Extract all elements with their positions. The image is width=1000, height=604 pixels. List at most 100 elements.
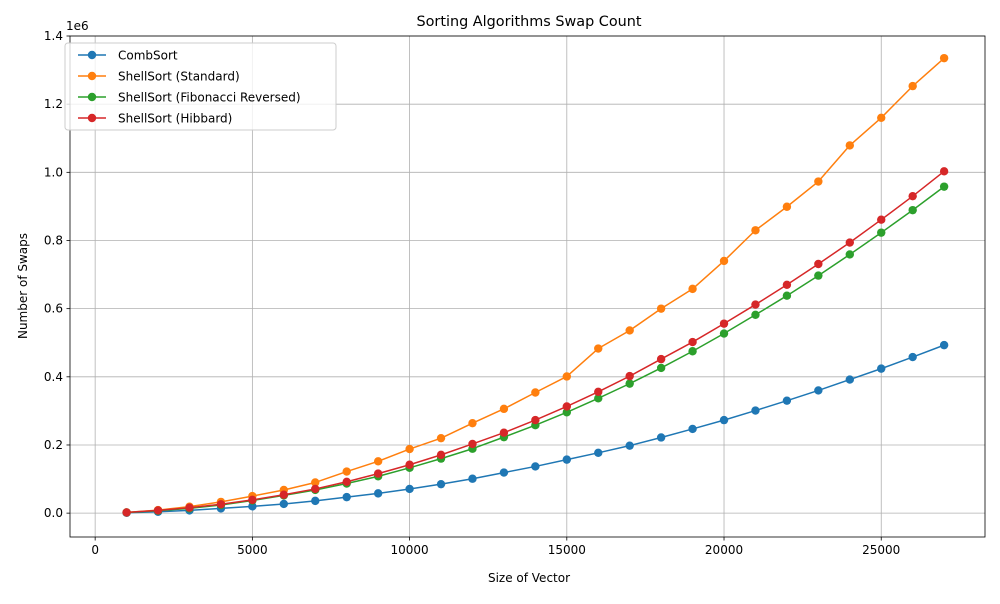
- data-point: [656, 354, 666, 364]
- data-point: [877, 215, 886, 224]
- data-point: [814, 386, 823, 395]
- data-point: [751, 310, 760, 319]
- x-tick-label: 20000: [705, 543, 743, 557]
- data-point: [468, 474, 477, 483]
- data-point: [751, 226, 760, 235]
- data-point: [342, 477, 351, 486]
- data-point: [688, 284, 697, 294]
- data-point: [373, 489, 383, 498]
- y-axis-offset-text: 1e6: [66, 19, 89, 33]
- data-point: [782, 280, 792, 289]
- data-point: [405, 444, 414, 454]
- chart-title: Sorting Algorithms Swap Count: [416, 14, 641, 30]
- legend-marker: [87, 113, 97, 123]
- data-point: [877, 228, 886, 237]
- data-point: [531, 462, 540, 471]
- legend-entry: ShellSort (Fibonacci Reversed): [78, 91, 301, 105]
- x-tick-label: 0: [91, 543, 99, 557]
- data-point: [279, 499, 289, 509]
- data-point: [719, 319, 729, 328]
- data-point: [153, 506, 163, 515]
- data-point: [751, 300, 760, 309]
- data-point: [845, 375, 854, 384]
- legend-label: ShellSort (Fibonacci Reversed): [118, 91, 301, 105]
- data-point: [594, 387, 603, 397]
- series-3: [122, 167, 949, 517]
- data-point: [594, 448, 603, 458]
- data-point: [877, 113, 886, 122]
- data-point: [656, 433, 666, 442]
- data-point: [405, 484, 414, 494]
- data-point: [499, 404, 509, 414]
- legend-marker: [87, 92, 97, 102]
- data-point: [656, 304, 666, 313]
- series-line: [126, 170, 945, 514]
- legend-label: ShellSort (Hibbard): [118, 112, 232, 126]
- series-layer: [122, 53, 949, 518]
- data-point: [908, 205, 917, 215]
- data-point: [814, 177, 823, 186]
- data-point: [782, 202, 792, 211]
- data-point: [908, 81, 917, 91]
- data-point: [468, 418, 477, 428]
- data-point: [562, 408, 572, 417]
- x-axis-ticks: 0 5000 10000 15000 20000 25000: [91, 537, 900, 557]
- y-tick-label: 0.4: [44, 370, 63, 384]
- legend-entry: ShellSort (Standard): [78, 70, 240, 84]
- data-point: [939, 340, 949, 350]
- data-point: [342, 467, 351, 476]
- data-point: [688, 337, 697, 347]
- data-point: [499, 468, 509, 477]
- data-point: [373, 457, 383, 466]
- data-point: [436, 450, 446, 460]
- data-point: [499, 428, 509, 437]
- y-axis-ticks: 0.0 0.2 0.4 0.6 0.8 1.0 1.2 1.4: [44, 29, 70, 520]
- y-tick-label: 0.2: [44, 438, 63, 452]
- data-point: [248, 502, 257, 511]
- series-1: [122, 53, 949, 517]
- x-tick-label: 5000: [237, 543, 268, 557]
- data-point: [311, 484, 320, 494]
- data-point: [719, 415, 729, 425]
- y-tick-label: 1.0: [44, 165, 63, 179]
- data-point: [625, 326, 634, 335]
- data-point: [562, 402, 572, 411]
- x-tick-label: 25000: [862, 543, 900, 557]
- data-point: [468, 439, 477, 449]
- data-point: [688, 347, 697, 356]
- data-point: [562, 372, 572, 381]
- data-point: [939, 182, 949, 191]
- data-point: [877, 364, 886, 373]
- data-point: [814, 271, 823, 280]
- data-point: [908, 191, 917, 201]
- data-point: [625, 379, 634, 388]
- data-point: [719, 256, 729, 266]
- data-point: [656, 363, 666, 373]
- data-point: [562, 455, 572, 464]
- data-point: [782, 291, 792, 300]
- y-tick-label: 1.4: [44, 29, 63, 43]
- y-axis-label: Number of Swaps: [16, 233, 30, 339]
- data-point: [216, 500, 226, 509]
- data-point: [939, 167, 949, 176]
- legend-marker: [87, 71, 97, 81]
- legend-entries: CombSort ShellSort (Standard) ShellSort (F…: [78, 49, 301, 126]
- y-tick-label: 0.8: [44, 233, 63, 247]
- data-point: [594, 394, 603, 403]
- data-point: [436, 433, 446, 443]
- data-point: [625, 371, 634, 381]
- plot-frame: [69, 35, 986, 538]
- legend-entry: CombSort: [78, 49, 178, 63]
- data-point: [845, 250, 854, 259]
- legend: CombSort ShellSort (Standard) ShellSort (F…: [64, 42, 337, 131]
- data-point: [845, 238, 854, 247]
- data-point: [939, 53, 949, 63]
- legend-label: ShellSort (Standard): [118, 70, 240, 84]
- x-axis-label: Size of Vector: [488, 571, 570, 585]
- data-point: [782, 396, 792, 405]
- x-tick-label: 15000: [548, 543, 586, 557]
- legend-entry: ShellSort (Hibbard): [78, 112, 232, 126]
- data-point: [908, 352, 917, 362]
